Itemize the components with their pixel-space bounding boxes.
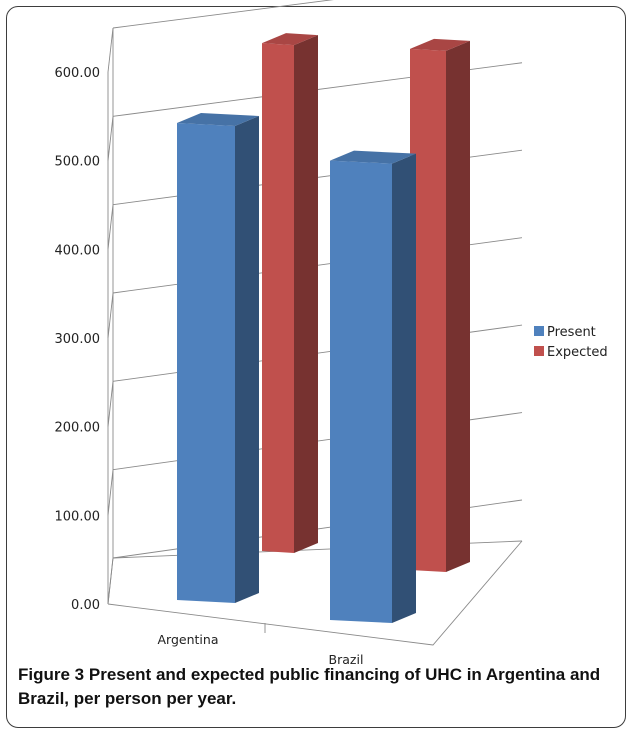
- bar-front-face: [330, 160, 392, 623]
- y-axis-labels: 0.00 100.00 200.00 300.00 400.00 500.00 600.00: [55, 66, 101, 613]
- caption-text: Present and expected public financing of…: [18, 665, 601, 708]
- bar-side-face: [392, 153, 416, 623]
- bar-side-face: [235, 116, 259, 603]
- floor-left-edge: [107, 557, 114, 605]
- bar-top-face: [262, 33, 318, 46]
- y-tick-label: 400.00: [55, 243, 101, 258]
- bar-front-face: [262, 43, 294, 553]
- bar-top-face: [330, 150, 416, 164]
- gridline-side: [107, 27, 114, 73]
- gridline: [112, 0, 334, 29]
- gridline-side: [107, 204, 114, 250]
- legend-label: Expected: [547, 345, 608, 360]
- bar-top-face: [410, 38, 470, 51]
- bar-present-argentina: [177, 113, 259, 603]
- y-tick-label: 500.00: [55, 155, 101, 170]
- legend: Present Expected: [534, 325, 608, 360]
- bar-expected-argentina: [262, 33, 318, 554]
- y-tick-label: 300.00: [55, 332, 101, 347]
- gridline-side: [107, 116, 114, 161]
- legend-label: Present: [547, 325, 596, 340]
- bar-present-brazil: [330, 150, 416, 623]
- gridline-side: [107, 469, 114, 516]
- bar-side-face: [294, 35, 318, 554]
- y-tick-label: 100.00: [55, 509, 101, 524]
- category-label: Argentina: [158, 632, 219, 647]
- bar-front-face: [410, 48, 446, 573]
- legend-swatch: [534, 326, 544, 336]
- bar-expected-brazil: [410, 38, 470, 573]
- y-tick-label: 600.00: [55, 66, 101, 81]
- chart-bars: [177, 33, 470, 623]
- bar-front-face: [177, 123, 235, 603]
- category-labels: Argentina Brazil: [158, 632, 364, 667]
- y-tick-label: 0.00: [71, 598, 100, 613]
- legend-swatch: [534, 346, 544, 356]
- bar-side-face: [446, 40, 470, 573]
- y-tick-label: 200.00: [55, 421, 101, 436]
- category-label: Brazil: [329, 652, 364, 667]
- bar-top-face: [177, 113, 259, 126]
- floor-edge: [107, 540, 523, 646]
- gridline-side: [107, 381, 114, 427]
- gridline-side: [107, 292, 114, 339]
- caption-label: Figure 3: [18, 665, 85, 684]
- figure-caption: Figure 3 Present and expected public fin…: [18, 663, 618, 711]
